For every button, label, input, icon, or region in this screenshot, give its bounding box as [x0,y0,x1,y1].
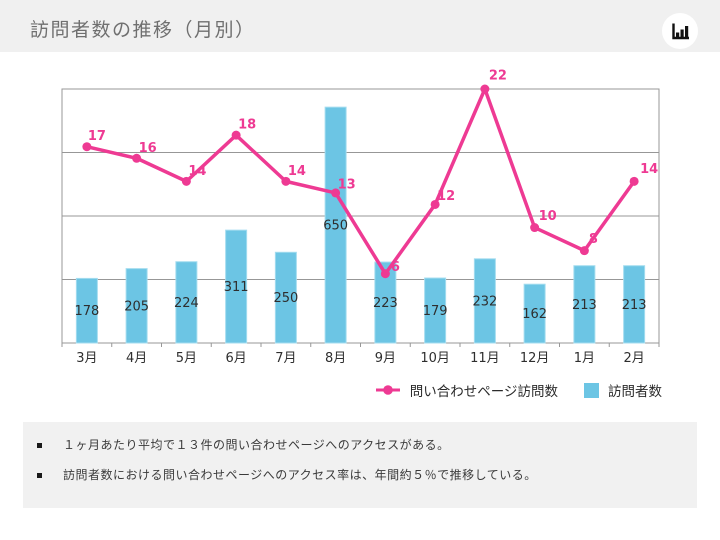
bar-chart-icon [662,13,698,49]
line-marker-3月 [82,142,92,152]
bar-7月 [274,251,297,344]
bar-value-label: 650 [323,219,348,234]
line-marker-7月 [281,176,291,186]
bullet-square-icon [37,473,42,478]
month-label: 9月 [375,351,396,366]
line-point-label: 6 [391,260,400,275]
legend-item-line: 問い合わせページ訪問数 [375,380,558,400]
legend-label-line: 問い合わせページ訪問数 [409,384,558,400]
chart-legend: 問い合わせページ訪問数 訪問者数 [375,380,662,400]
bar-1月 [573,265,596,344]
bar-value-label: 223 [373,296,398,311]
slide-header: 訪問者数の推移（月別） [0,0,720,52]
month-label: 10月 [420,351,450,366]
bar-value-label: 250 [273,291,298,306]
line-point-label: 18 [238,118,256,133]
bar-6月 [225,229,248,344]
month-label: 8月 [325,351,346,366]
month-label: 5月 [176,351,197,366]
line-point-label: 16 [139,141,157,156]
bar-11月 [473,258,496,344]
bar-value-label: 311 [224,280,249,295]
notes-box: １ヶ月あたり平均で１３件の問い合わせページへのアクセスがある。 訪問者数における… [23,422,697,508]
note-row: 訪問者数における問い合わせページへのアクセス率は、年間約５％で推移している。 [37,465,683,485]
bar-value-label: 178 [74,304,99,319]
bar-value-label: 162 [522,307,547,322]
bar-5月 [175,261,198,344]
page-title: 訪問者数の推移（月別） [30,19,256,41]
line-marker-6月 [231,130,241,140]
line-marker-2月 [629,176,639,186]
bar-value-label: 213 [572,298,597,313]
line-marker-5月 [181,176,191,186]
legend-bar-swatch-icon [584,382,599,398]
legend-item-bar: 訪問者数 [584,380,662,400]
bar-chart-glyph [671,23,689,39]
bullet-square-icon [37,443,42,448]
bar-2月 [623,265,646,344]
line-point-label: 17 [88,129,106,144]
line-point-label: 13 [338,177,356,192]
month-label: 7月 [275,351,296,366]
line-marker-10月 [430,199,440,209]
line-point-label: 14 [288,164,306,179]
line-marker-8月 [331,188,341,198]
line-point-label: 12 [437,189,455,204]
line-series-marker-icon [375,385,400,395]
line-point-label: 22 [489,69,507,84]
month-label: 4月 [126,351,147,366]
line-point-label: 14 [188,164,206,179]
month-label: 6月 [225,351,246,366]
bar-value-label: 179 [423,304,448,319]
bar-3月 [75,277,98,344]
note-text: １ヶ月あたり平均で１３件の問い合わせページへのアクセスがある。 [63,438,450,452]
bar-10月 [424,277,447,344]
bar-value-label: 232 [472,294,497,309]
line-point-label: 10 [539,209,557,224]
month-label: 3月 [76,351,97,366]
month-label: 11月 [470,351,500,366]
line-point-label: 14 [640,162,658,177]
legend-label-bar: 訪問者数 [608,384,662,400]
line-point-label: 8 [589,232,598,247]
bar-value-label: 205 [124,299,149,314]
bar-value-label: 224 [174,296,199,311]
bar-value-label: 213 [622,298,647,313]
bar-9月 [374,261,397,344]
month-label: 12月 [520,351,550,366]
line-marker-9月 [380,269,390,279]
line-marker-11月 [480,84,490,94]
bar-8月 [324,106,347,344]
line-marker-4月 [132,153,142,163]
month-label: 2月 [623,351,644,366]
line-marker-12月 [530,223,540,233]
bar-12月 [523,283,546,344]
note-row: １ヶ月あたり平均で１３件の問い合わせページへのアクセスがある。 [37,435,683,455]
line-marker-1月 [579,246,589,256]
bar-4月 [125,268,148,344]
note-text: 訪問者数における問い合わせページへのアクセス率は、年間約５％で推移している。 [63,468,537,482]
line-series [85,87,636,276]
month-label: 1月 [574,351,595,366]
